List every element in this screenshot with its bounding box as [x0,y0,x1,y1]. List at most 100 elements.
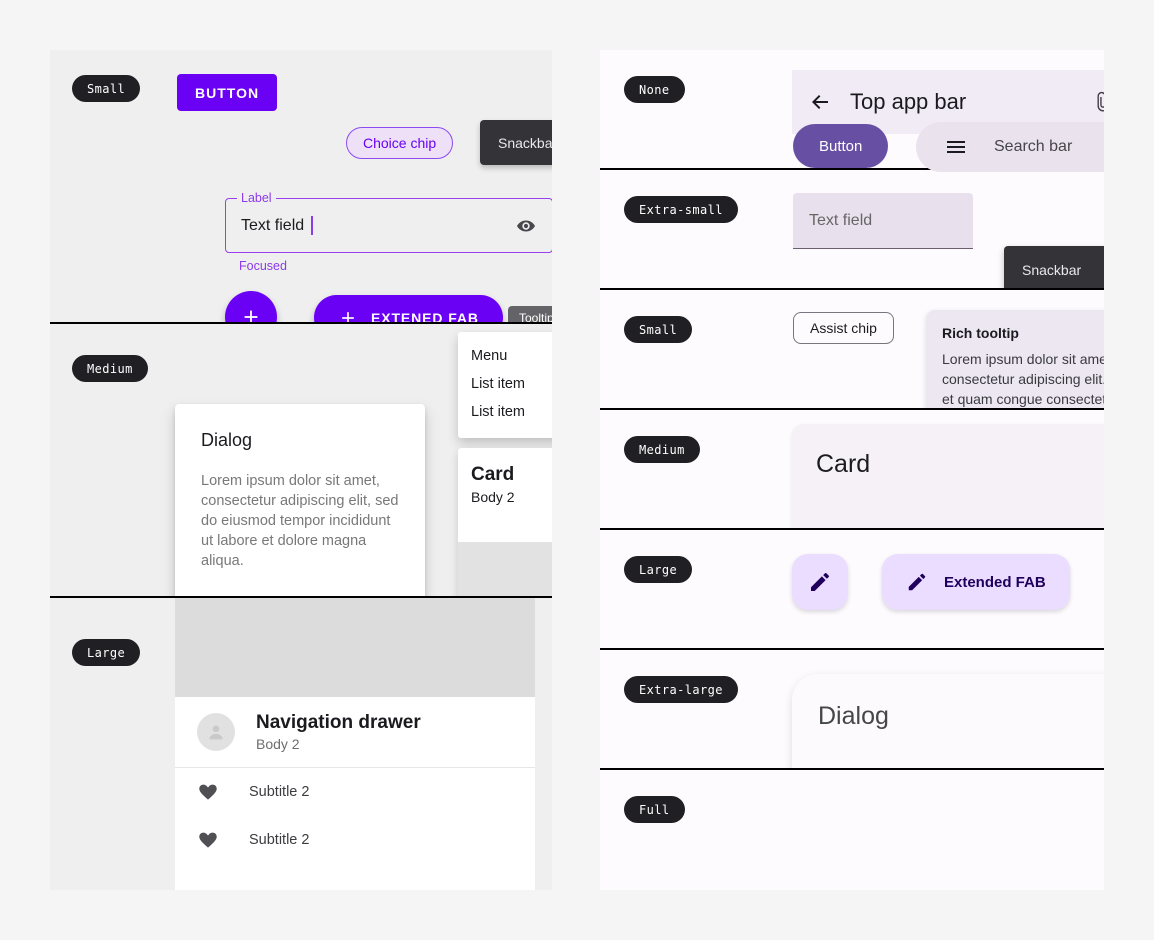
left-row-large: Large Navigation drawer Body 2 [50,598,552,890]
floating-action-button[interactable] [225,291,277,322]
size-tag-small: Small [72,75,141,102]
card-body: Body 2 [471,489,515,505]
right-row-large: Large Extended FAB [600,530,1104,648]
heart-icon [197,829,219,851]
snackbar: Snackbar [1004,246,1104,288]
top-app-bar-title: Top app bar [850,89,967,114]
assist-chip[interactable]: Assist chip [793,312,894,344]
right-row-medium: Medium Card [600,410,1104,528]
plus-icon [240,306,262,322]
rich-tooltip-title: Rich tooltip [942,325,1019,341]
menu-item-1[interactable]: List item [471,376,525,392]
size-tag-small: Small [624,316,693,343]
menu-item-2[interactable]: List item [471,404,525,420]
right-panel: None Top app bar Extra-small Snackbar Te… [600,50,1104,890]
right-divider-1 [600,168,1104,170]
size-tag-none: None [624,76,685,103]
rich-tooltip-body: Lorem ipsum dolor sit amet, consectetur … [942,351,1104,407]
navigation-drawer: Navigation drawer Body 2 Subtitle 2 Subt… [175,598,535,890]
outlined-text-field[interactable]: Label Text field Focused [225,191,552,273]
drawer-divider [175,767,535,768]
dialog-title: Dialog [201,430,253,450]
left-row-small: Small BUTTON Choice chip Snackbar Label … [50,50,552,322]
snackbar: Snackbar [480,120,552,165]
tonal-extended-fab-label: Extended FAB [944,573,1046,591]
drawer-list-item-1[interactable]: Subtitle 2 [175,768,535,816]
text-field-value: Text field [241,216,305,234]
drawer-header-text: Navigation drawer Body 2 [256,712,421,752]
drawer-list-item-label: Subtitle 2 [249,784,310,800]
card[interactable]: Card Body 2 [458,448,552,596]
dialog: Dialog Lorem ipsum dolor sit amet, conse… [175,404,425,596]
right-divider-5 [600,648,1104,650]
drawer-title: Navigation drawer [256,712,421,733]
size-tag-extra-small: Extra-small [624,196,738,223]
dialog-title: Dialog [818,702,889,730]
text-field-value-wrap: Text field [241,216,313,235]
drawer-hero-image [175,598,535,697]
card-title: Card [471,464,515,485]
attachment-icon[interactable] [1092,91,1104,113]
filled-button[interactable]: BUTTON [177,74,278,111]
left-row-medium: Medium Dialog Lorem ipsum dolor sit amet… [50,324,552,596]
card-title: Card [816,450,871,478]
size-tag-medium: Medium [72,355,148,382]
menu: Menu List item List item [458,332,552,438]
heart-icon [197,781,219,803]
text-caret [311,216,313,235]
search-bar-placeholder: Search bar [994,138,1073,155]
right-row-extra-small: Extra-small Snackbar [600,170,1104,288]
search-bar[interactable]: Search bar [916,122,1104,172]
choice-chip[interactable]: Choice chip [346,127,454,159]
drawer-subtitle: Body 2 [256,736,300,752]
card[interactable]: Card [792,424,1104,528]
hamburger-menu-icon[interactable] [944,135,968,159]
right-divider-3 [600,408,1104,410]
drawer-list-item-label: Subtitle 2 [249,832,310,848]
left-divider-2 [50,596,552,598]
snackbar-label: Snackbar [498,134,552,151]
dialog-body: Lorem ipsum dolor sit amet, consectetur … [201,473,399,569]
extended-fab-label: EXTENED FAB [371,309,479,323]
drawer-header: Navigation drawer Body 2 [175,697,535,767]
left-panel: Small BUTTON Choice chip Snackbar Label … [50,50,552,890]
tonal-button[interactable]: Button [793,124,889,168]
text-field-supporting-text: Focused [239,259,287,273]
tonal-extended-fab[interactable]: Extended FAB [882,554,1070,610]
size-tag-full: Full [624,796,685,823]
right-row-full: Full [600,770,1104,890]
tooltip-label: Tooltip [519,311,552,322]
snackbar-label: Snackbar [1022,262,1082,278]
account-icon [197,713,235,751]
right-divider-4 [600,528,1104,530]
right-divider-6 [600,768,1104,770]
tonal-fab[interactable] [792,554,848,610]
size-tag-large: Large [72,639,141,666]
plain-tooltip: Tooltip [508,306,552,322]
left-divider-1 [50,322,552,324]
assist-chip-label: Assist chip [810,320,877,336]
text-field-label: Label [237,191,276,206]
size-tag-extra-large: Extra-large [624,676,738,703]
drawer-list-item-2[interactable]: Subtitle 2 [175,816,535,864]
text-field-placeholder: Text field [809,211,873,229]
menu-header[interactable]: Menu [471,348,508,364]
right-row-extra-large: Extra-large Dialog [600,650,1104,768]
right-row-small: Small Assist chip Rich tooltip Lorem ips… [600,290,1104,408]
filled-text-field[interactable]: Text field [793,193,973,249]
right-divider-2 [600,288,1104,290]
extended-fab[interactable]: EXTENED FAB [314,295,503,322]
text-field-box[interactable]: Label Text field [225,191,552,253]
card-media-placeholder [458,542,552,596]
pencil-icon [808,570,832,594]
rich-tooltip: Rich tooltip Lorem ipsum dolor sit amet,… [926,310,1104,408]
dialog: Dialog [792,674,1104,768]
size-tag-large: Large [624,556,693,583]
size-tag-medium: Medium [624,436,700,463]
choice-chip-label: Choice chip [363,135,437,151]
plus-icon [338,308,358,322]
arrow-left-icon[interactable] [808,90,832,114]
pencil-icon [906,571,928,593]
eye-icon[interactable] [514,214,538,238]
